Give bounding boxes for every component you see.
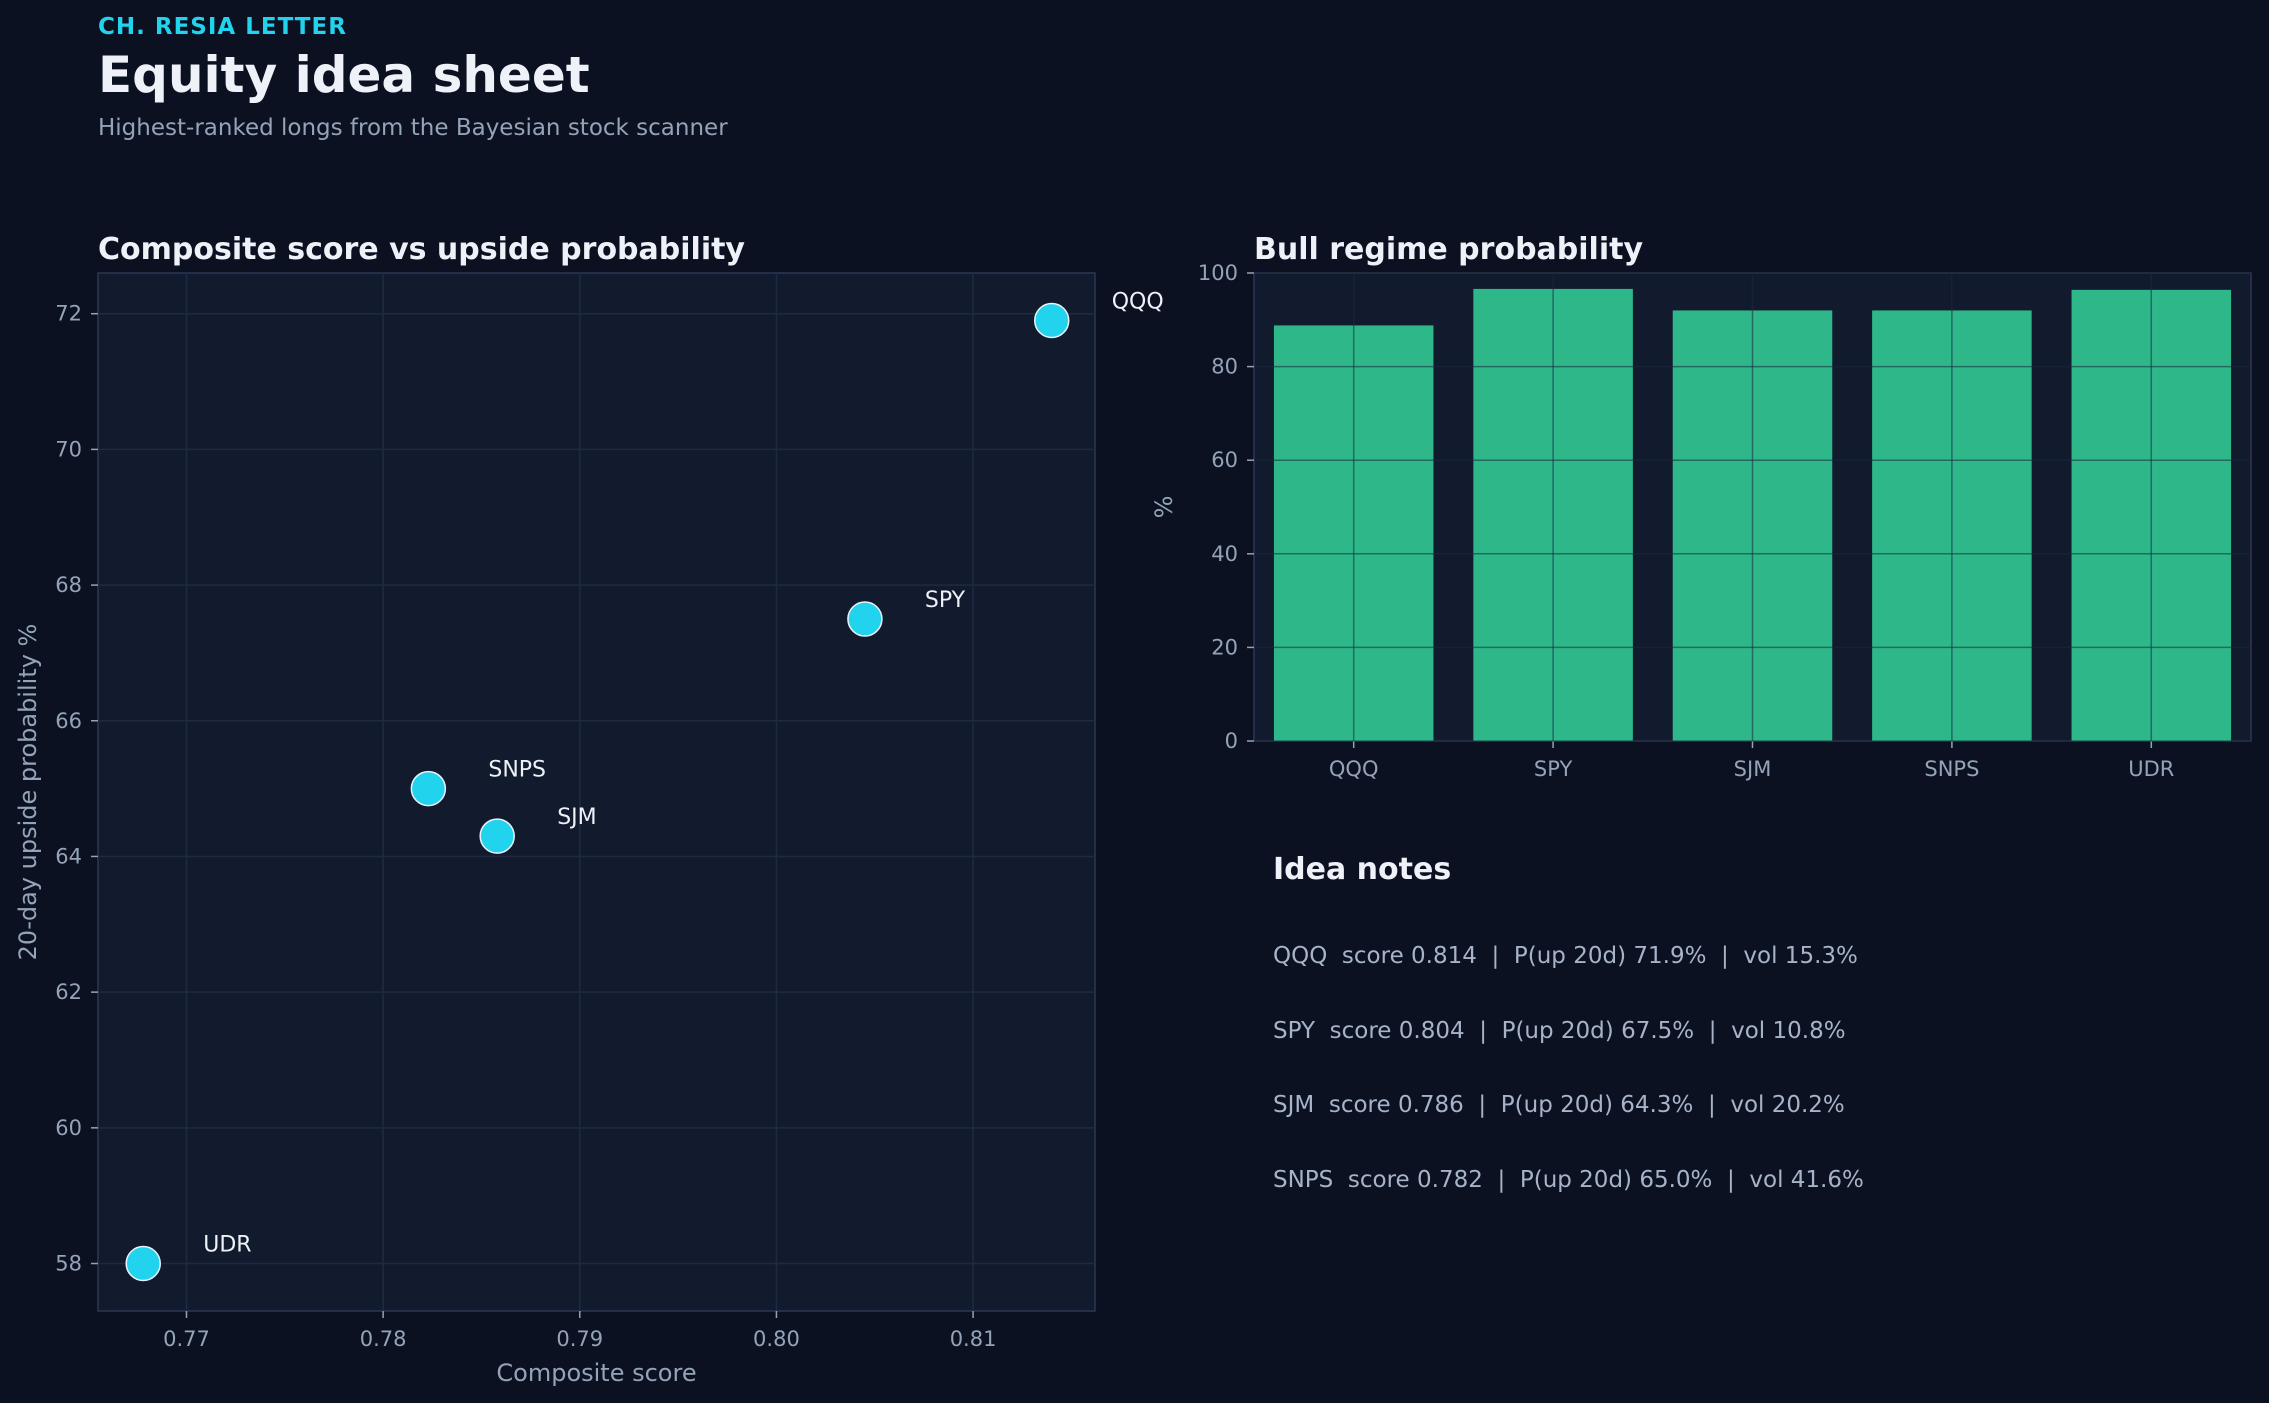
y-tick-label: 62 (55, 980, 82, 1004)
bar-chart-title: Bull regime probability (1254, 232, 1644, 267)
scatter-chart-title: Composite score vs upside probability (98, 232, 745, 267)
x-tick-label: 0.78 (360, 1327, 407, 1351)
y-tick-label: 20 (1211, 635, 1238, 659)
point-label: SNPS (488, 758, 546, 783)
page-title: Equity idea sheet (98, 46, 590, 104)
x-tick-label: 0.79 (556, 1327, 603, 1351)
y-tick-label: 66 (55, 709, 82, 733)
scatter-point (410, 770, 447, 807)
y-tick-label: 68 (55, 573, 82, 597)
scatter-point (847, 601, 883, 637)
y-axis-label: % (1150, 496, 1178, 519)
y-tick-label: 100 (1198, 261, 1238, 285)
x-tick-label: UDR (2128, 757, 2174, 781)
point-label: UDR (203, 1233, 251, 1258)
y-tick-label: 64 (55, 844, 82, 868)
point-label: SPY (925, 588, 966, 613)
x-tick-label: SJM (1734, 757, 1772, 781)
x-tick-label: 0.80 (753, 1327, 800, 1351)
x-tick-label: QQQ (1329, 757, 1379, 781)
x-tick-label: SPY (1534, 757, 1573, 781)
y-tick-label: 60 (55, 1116, 82, 1140)
scatter-point (479, 818, 515, 854)
y-tick-label: 58 (55, 1252, 82, 1276)
y-tick-label: 80 (1211, 355, 1238, 379)
point-label: SJM (557, 805, 596, 830)
note-item: SPY score 0.804 | P(up 20d) 67.5% | vol … (1273, 1018, 1846, 1044)
y-axis-label: 20-day upside probability % (14, 624, 42, 961)
note-item: SJM score 0.786 | P(up 20d) 64.3% | vol … (1273, 1092, 1845, 1118)
y-tick-label: 60 (1211, 448, 1238, 472)
x-axis-label: Composite score (496, 1359, 696, 1387)
scatter-point (1033, 302, 1070, 339)
x-tick-label: SNPS (1924, 757, 1979, 781)
y-tick-label: 72 (55, 302, 82, 326)
x-tick-label: 0.81 (950, 1327, 997, 1351)
x-tick-label: 0.77 (163, 1327, 210, 1351)
kicker: CH. RESIA LETTER (98, 14, 347, 40)
note-item: QQQ score 0.814 | P(up 20d) 71.9% | vol … (1273, 943, 1858, 969)
y-tick-label: 70 (55, 437, 82, 461)
notes-title: Idea notes (1273, 852, 1452, 887)
scatter-point (125, 1245, 161, 1282)
note-item: SNPS score 0.782 | P(up 20d) 65.0% | vol… (1273, 1167, 1864, 1193)
scatter-plot-area (97, 272, 1096, 1312)
y-tick-label: 0 (1225, 729, 1238, 753)
page-subtitle: Highest-ranked longs from the Bayesian s… (98, 115, 728, 141)
y-tick-label: 40 (1211, 542, 1238, 566)
point-label: QQQ (1112, 289, 1164, 314)
